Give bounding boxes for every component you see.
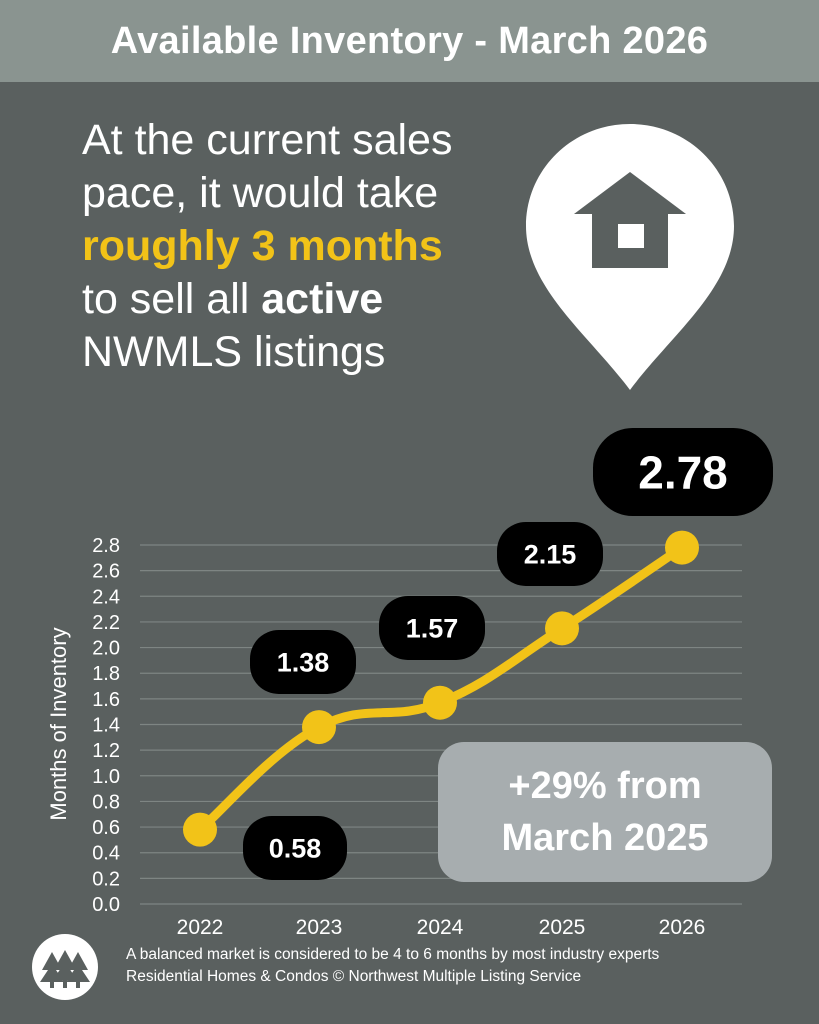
y-tick-label: 0.6 [92, 817, 120, 839]
headline-line-2: pace, it would take [82, 169, 439, 217]
y-tick-label: 1.6 [92, 689, 120, 711]
footer: A balanced market is considered to be 4 … [126, 944, 659, 988]
change-callout: +29% from March 2025 [438, 742, 772, 882]
data-label-2024: 1.57 [379, 596, 485, 660]
y-tick-label: 1.0 [92, 766, 120, 788]
data-label-text: 2.15 [524, 540, 577, 570]
x-tick-label: 2026 [659, 916, 706, 939]
map-pin-house-icon [526, 124, 734, 390]
data-point-2024 [423, 685, 457, 720]
x-tick-label: 2025 [539, 916, 586, 939]
y-axis-ticks: 0.0 0.2 0.4 0.6 0.8 1.0 1.2 1.4 1.6 1.8 2.0 2.2 2.4 2… [92, 535, 120, 916]
data-point-2023 [302, 710, 336, 745]
data-label-text: 2.78 [638, 447, 728, 499]
y-tick-label: 2.8 [92, 535, 120, 557]
headline: At the current sales pace, it would take… [82, 114, 522, 379]
y-tick-label: 0.2 [92, 868, 120, 890]
headline-line-4-prefix: to sell all [82, 275, 262, 323]
headline-line-5: NWMLS listings [82, 328, 386, 376]
change-callout-line-1: +29% from [508, 765, 702, 807]
data-labels: 0.58 1.38 1.57 2.15 2.78 [243, 428, 773, 880]
data-points [183, 530, 699, 847]
y-tick-label: 1.4 [92, 715, 120, 737]
change-callout-line-2: March 2025 [501, 817, 709, 859]
data-label-bg [379, 596, 485, 660]
y-tick-label: 1.8 [92, 663, 120, 685]
data-label-2023: 1.38 [250, 630, 356, 694]
headline-line-1: At the current sales [82, 116, 453, 164]
y-tick-label: 0.4 [92, 843, 120, 865]
data-label-bg [250, 630, 356, 694]
y-tick-label: 0.0 [92, 894, 120, 916]
headline-line-4-bold: active [261, 275, 384, 323]
data-label-2025: 2.15 [497, 522, 603, 586]
data-label-text: 0.58 [269, 834, 322, 864]
y-axis-label: Months of Inventory [46, 627, 71, 820]
data-label-2026: 2.78 [593, 428, 773, 516]
page-title: Available Inventory - March 2026 [110, 19, 709, 62]
y-tick-label: 2.0 [92, 638, 120, 660]
data-label-text: 1.57 [406, 614, 459, 644]
x-tick-label: 2022 [177, 916, 224, 939]
data-label-bg [243, 816, 347, 880]
y-tick-label: 2.2 [92, 612, 120, 634]
x-axis-ticks: 2022 2023 2024 2025 2026 [177, 916, 706, 939]
y-tick-label: 1.2 [92, 740, 120, 762]
y-tick-label: 0.8 [92, 791, 120, 813]
x-tick-label: 2023 [296, 916, 343, 939]
headline-highlight: roughly 3 months [82, 222, 443, 270]
data-label-2022: 0.58 [243, 816, 347, 880]
footer-source: Residential Homes & Condos © Northwest M… [126, 968, 582, 985]
footer-note: A balanced market is considered to be 4 … [126, 946, 660, 963]
headline-line-4: to sell all active [82, 273, 522, 326]
data-point-2022 [183, 812, 217, 847]
header-bar: Available Inventory - March 2026 [0, 0, 819, 82]
data-label-text: 1.38 [277, 648, 330, 678]
data-label-bg [593, 428, 773, 516]
data-point-2026 [665, 530, 699, 565]
data-label-bg [497, 522, 603, 586]
nwmls-logo-icon [32, 934, 98, 1000]
y-tick-label: 2.4 [92, 586, 120, 608]
x-tick-label: 2024 [417, 916, 464, 939]
data-point-2025 [545, 611, 579, 646]
y-tick-label: 2.6 [92, 561, 120, 583]
